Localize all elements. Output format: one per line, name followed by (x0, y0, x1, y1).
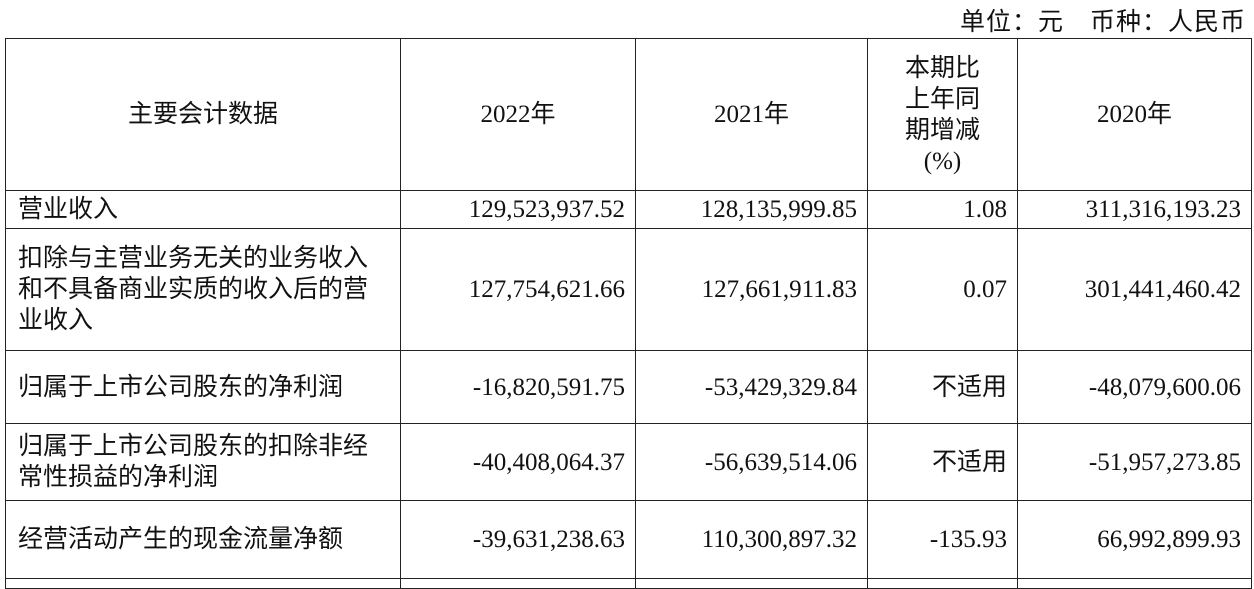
cell-2021: 127,661,911.83 (635, 228, 868, 351)
header-change-line: 本期比 (904, 54, 980, 82)
table-row: 营业收入 129,523,937.52 128,135,999.85 1.08 … (5, 190, 1252, 229)
table-row: 扣除与主营业务无关的业务收入和不具备商业实质的收入后的营业收入 127,754,… (5, 228, 1252, 351)
cell-change: -135.93 (867, 500, 1018, 579)
row-label: 营业收入 (5, 190, 401, 229)
table-header-row: 主要会计数据 2022年 2021年 本期比 上年同 期增减 (%) 2020年 (5, 38, 1252, 191)
header-2021: 2021年 (635, 38, 868, 191)
unit-currency-note: 单位：元 币种：人民币 (959, 9, 1246, 36)
cell-change: 不适用 (867, 423, 1018, 501)
cell-2022: 129,523,937.52 (400, 190, 636, 229)
row-label: 归属于上市公司股东的净利润 (5, 350, 401, 424)
cell-2020: -51,957,273.85 (1017, 423, 1252, 501)
header-change-line: (%) (923, 147, 962, 175)
cell-change: 不适用 (867, 350, 1018, 424)
row-label: 扣除与主营业务无关的业务收入和不具备商业实质的收入后的营业收入 (5, 228, 401, 351)
cell-change: 1.08 (867, 190, 1018, 229)
cell-2022: -16,820,591.75 (400, 350, 636, 424)
cell-change: 0.07 (867, 228, 1018, 351)
cell-2020: 301,441,460.42 (1017, 228, 1252, 351)
cell-2020: -48,079,600.06 (1017, 350, 1252, 424)
cell-2021: -56,639,514.06 (635, 423, 868, 501)
row-label: 经营活动产生的现金流量净额 (5, 500, 401, 579)
cell-2020: 311,316,193.23 (1017, 190, 1252, 229)
header-2020: 2020年 (1017, 38, 1252, 191)
header-change: 本期比 上年同 期增减 (%) (867, 38, 1018, 191)
cell-2021: -53,429,329.84 (635, 350, 868, 424)
header-item: 主要会计数据 (5, 38, 401, 191)
header-2022: 2022年 (400, 38, 636, 191)
cell-2021: 128,135,999.85 (635, 190, 868, 229)
cell-2022: 127,754,621.66 (400, 228, 636, 351)
key-accounting-data-table: 主要会计数据 2022年 2021年 本期比 上年同 期增减 (%) 2020年… (5, 38, 1252, 589)
header-change-line: 上年同 (904, 85, 980, 113)
table-row: 经营活动产生的现金流量净额 -39,631,238.63 110,300,897… (5, 500, 1252, 579)
cell-2020: 66,992,899.93 (1017, 500, 1252, 579)
cell-2022: -39,631,238.63 (400, 500, 636, 579)
table-row: 归属于上市公司股东的扣除非经常性损益的净利润 -40,408,064.37 -5… (5, 423, 1252, 501)
header-change-line: 期增减 (904, 116, 980, 144)
cell-2022: -40,408,064.37 (400, 423, 636, 501)
row-label: 归属于上市公司股东的扣除非经常性损益的净利润 (5, 423, 401, 501)
cell-2021: 110,300,897.32 (635, 500, 868, 579)
table-row: 归属于上市公司股东的净利润 -16,820,591.75 -53,429,329… (5, 350, 1252, 424)
